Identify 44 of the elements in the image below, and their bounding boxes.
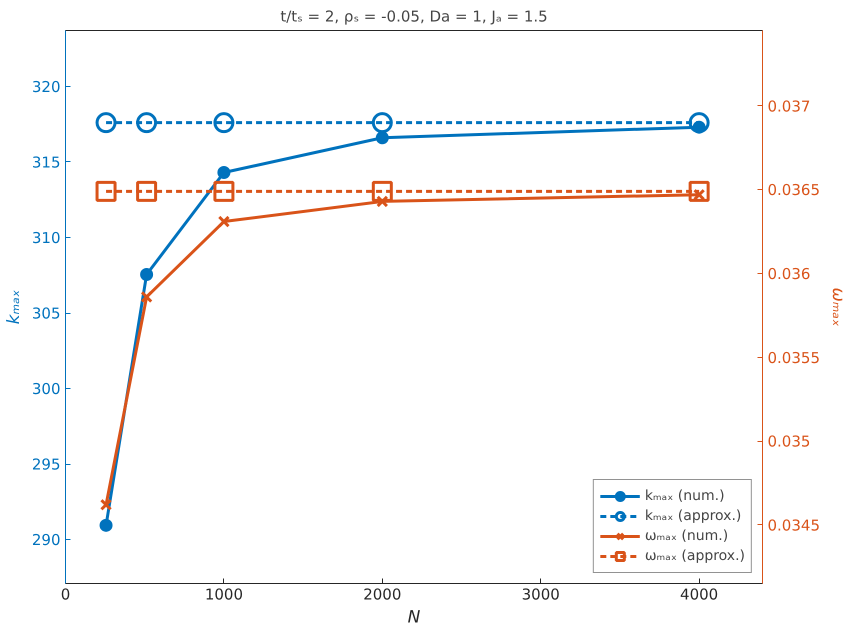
y-tick-label: 305 [32,304,61,323]
y-axis-title: kₘₐₓ [4,289,24,324]
y2-tick-label: 0.0345 [768,516,820,534]
point [96,112,117,134]
point [100,518,113,532]
point [140,290,153,304]
y-tick-label: 295 [32,456,61,474]
y-tick-label: 300 [32,380,61,398]
x-axis-title: N [408,608,421,628]
y-tick-label: 320 [32,78,61,96]
point [376,195,388,208]
point [140,268,154,282]
legend-label: kₘₐₓ (approx.) [644,508,742,524]
x-tick-label: 1000 [204,586,244,604]
point [688,180,710,202]
y-tick-label: 315 [32,153,61,172]
point [96,180,117,202]
y2-axis-title: ωₘₐₓ [828,287,848,327]
legend-label: ωₘₐₓ (approx.) [644,548,745,564]
point [376,131,389,144]
point [372,180,393,202]
x-tick-label: 2000 [363,586,402,604]
y2-tick-label: 0.0355 [768,348,820,367]
point [100,498,112,511]
legend-label: ωₘₐₓ (num.) [644,528,728,544]
point [372,112,393,134]
y2-tick-label: 0.035 [768,432,810,451]
x-tick-label: 0 [60,586,70,604]
y2-tick-label: 0.0365 [768,181,820,200]
chart-title: t/tₛ = 2, ρₛ = -0.05, Da = 1, Jₐ = 1.5 [280,8,548,26]
y-tick-label: 310 [32,228,61,247]
point [136,180,158,202]
point [213,180,234,202]
y2-tick-label: 0.036 [768,264,810,283]
x-tick-label: 4000 [680,586,718,604]
point [688,112,710,134]
point [136,112,158,134]
x-tick-label: 3000 [522,586,560,604]
legend-label: kₘₐₓ (num.) [644,488,725,504]
point [217,166,230,180]
y2-tick-label: 0.037 [768,97,810,116]
point [213,112,234,134]
y-tick-label: 290 [32,531,61,550]
point [218,215,230,228]
